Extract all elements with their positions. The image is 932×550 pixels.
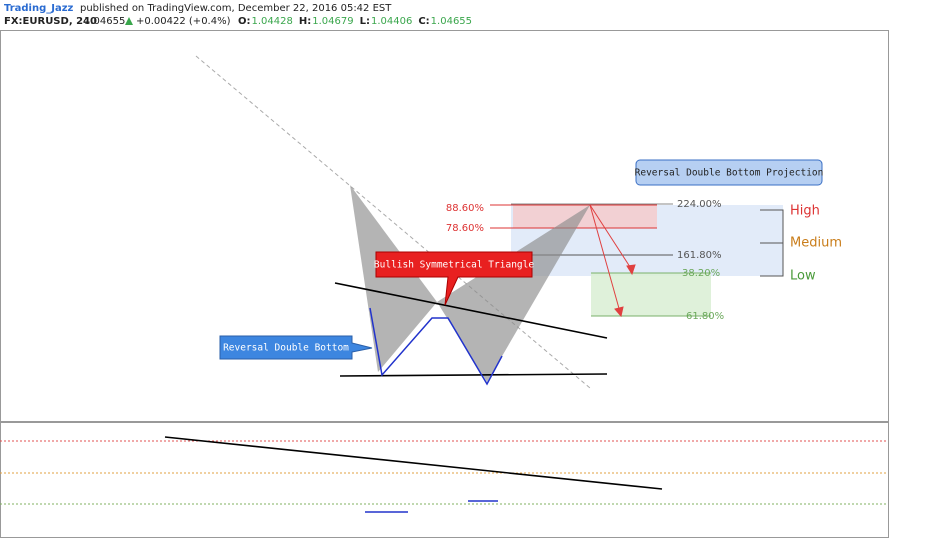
rsi-trend bbox=[164, 436, 663, 490]
ohlc-key: C: bbox=[418, 16, 429, 27]
pattern-legs bbox=[369, 307, 503, 386]
callout-text: Bullish Symmetrical Triangle bbox=[374, 260, 534, 271]
price-pane bbox=[0, 30, 889, 422]
callout-text: Reversal Double Bottom Projection bbox=[635, 168, 824, 179]
ohlc-key: L: bbox=[360, 16, 370, 27]
target-high: High bbox=[790, 204, 820, 219]
symbol: FX:EURUSD, 240 bbox=[4, 16, 97, 27]
author: Trading_Jazz bbox=[4, 3, 74, 14]
ohlc-key: H: bbox=[299, 16, 311, 27]
ohlc-value: 1.04406 bbox=[371, 16, 412, 27]
target-low: Low bbox=[790, 269, 816, 284]
fib-label: 61.80% bbox=[686, 311, 724, 322]
fib-label: 88.60% bbox=[446, 203, 484, 214]
ohlc-value: 1.04428 bbox=[252, 16, 293, 27]
fib-label: 78.60% bbox=[446, 223, 484, 234]
pattern-triangle bbox=[350, 185, 437, 372]
last: 1.04655 bbox=[84, 16, 125, 27]
published: published on TradingView.com, December 2… bbox=[80, 3, 392, 14]
callout bbox=[375, 251, 533, 306]
fib-red-zone bbox=[513, 205, 657, 228]
callout-text: Reversal Double Bottom bbox=[223, 343, 349, 354]
projection-arrows bbox=[589, 204, 636, 318]
callout bbox=[635, 159, 823, 186]
target-bracket bbox=[760, 209, 784, 277]
rsi-pane bbox=[0, 422, 889, 538]
ohlc: O: 1.04428 H: 1.04679 L: 1.04406 C: 1.04655 bbox=[238, 16, 472, 27]
callout bbox=[219, 335, 373, 360]
ohlc-value: 1.04655 bbox=[431, 16, 472, 27]
fib-label: 161.80% bbox=[677, 250, 722, 261]
fib-label: 38.20% bbox=[682, 268, 720, 279]
fib-green-zone bbox=[591, 273, 711, 316]
dashed-trend bbox=[195, 55, 591, 389]
triangle-top bbox=[334, 282, 608, 339]
up-arrow bbox=[125, 17, 133, 25]
fib-label: 224.00% bbox=[677, 199, 722, 210]
support-line bbox=[339, 373, 608, 377]
ohlc-value: 1.04679 bbox=[312, 16, 353, 27]
target-medium: Medium bbox=[790, 236, 842, 251]
ohlc-key: O: bbox=[238, 16, 251, 27]
change: +0.00422 (+0.4%) bbox=[136, 16, 231, 27]
pattern-triangle bbox=[437, 205, 590, 382]
